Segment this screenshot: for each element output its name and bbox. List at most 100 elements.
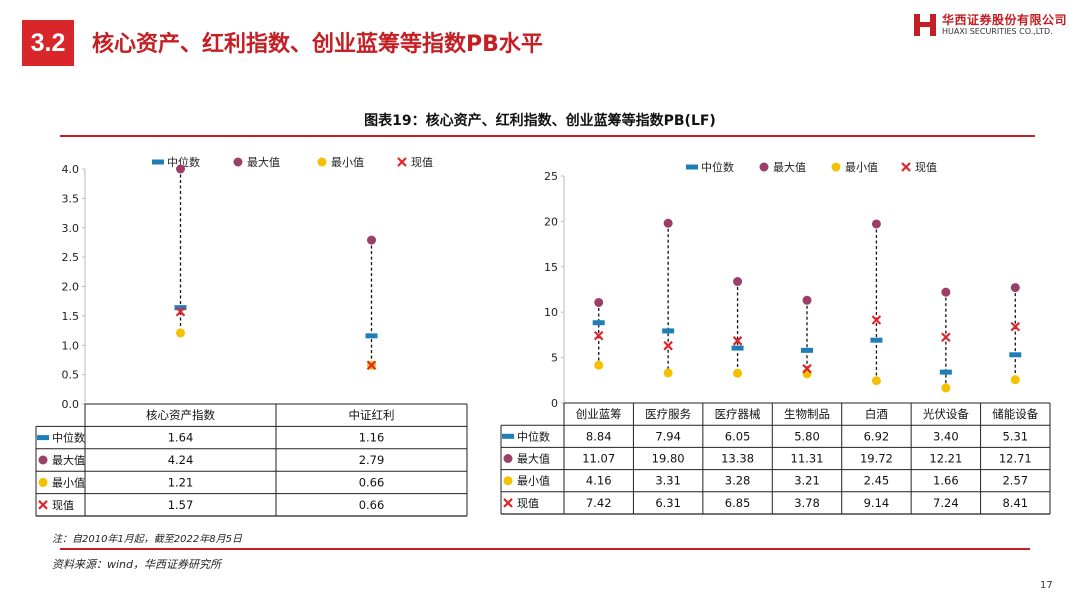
table-value: 3.21 <box>794 474 820 488</box>
y-tick-label: 4.0 <box>62 163 80 176</box>
min-point <box>733 368 743 378</box>
footer-divider <box>60 548 1030 550</box>
table-value: 1.57 <box>168 498 194 512</box>
table-legend-symbol <box>503 498 513 508</box>
x-category-label: 光伏设备 <box>923 407 969 421</box>
table-value: 1.66 <box>933 474 959 488</box>
median-marker <box>939 369 952 375</box>
x-category-label: 白酒 <box>865 407 888 421</box>
legend-symbol <box>686 164 698 170</box>
legend-label: 中位数 <box>701 160 734 174</box>
company-name-en: HUAXI SECURITIES CO.,LTD. <box>942 27 1053 36</box>
title-divider <box>60 135 1035 137</box>
min-point <box>663 368 673 378</box>
table-value: 2.79 <box>359 453 385 467</box>
table-series-label: 现值 <box>517 497 539 510</box>
table-value: 6.92 <box>864 429 890 443</box>
legend-symbol <box>831 162 841 172</box>
x-category-label: 核心资产指数 <box>146 408 215 422</box>
table-series-label: 最小值 <box>52 476 85 489</box>
table-value: 8.41 <box>1002 496 1028 510</box>
max-point <box>176 164 185 174</box>
table-value: 1.16 <box>359 431 385 445</box>
table-value: 7.42 <box>586 496 612 510</box>
x-category-label: 中证红利 <box>349 408 395 422</box>
legend-symbol <box>397 157 407 167</box>
y-tick-label: 0.0 <box>62 398 80 411</box>
table-value: 3.40 <box>933 429 959 443</box>
table-series-label: 中位数 <box>52 431 85 445</box>
min-point <box>176 328 185 338</box>
max-point <box>663 218 673 228</box>
y-tick-label: 25 <box>544 170 558 183</box>
table-value: 19.80 <box>652 452 685 466</box>
table-value: 1.21 <box>168 475 194 489</box>
footnote: 注：自2010年1月起，截至2022年8月5日 <box>52 534 242 545</box>
y-tick-label: 5 <box>551 352 558 365</box>
table-value: 3.28 <box>725 474 751 488</box>
table-series-label: 最大值 <box>52 453 85 467</box>
median-marker <box>1009 352 1022 358</box>
table-value: 12.21 <box>929 452 962 466</box>
median-marker <box>174 305 187 311</box>
page-title: 核心资产、红利指数、创业蓝筹等指数PB水平 <box>92 32 543 57</box>
company-logo: 华西证券股份有限公司 HUAXI SECURITIES CO.,LTD. <box>912 10 1072 40</box>
legend-symbol <box>152 159 164 165</box>
legend-label: 最大值 <box>773 160 806 174</box>
max-point <box>594 297 604 307</box>
y-tick-label: 2.5 <box>62 251 80 264</box>
legend-label: 中位数 <box>167 155 200 169</box>
y-tick-label: 1.5 <box>62 310 80 323</box>
median-marker <box>731 345 744 351</box>
table-value: 13.38 <box>721 452 754 466</box>
current-marker <box>941 332 951 343</box>
table-series-label: 现值 <box>52 499 74 512</box>
table-value: 12.71 <box>999 452 1032 466</box>
legend-symbol <box>233 157 243 167</box>
max-point <box>1010 283 1020 293</box>
table-value: 6.31 <box>655 496 681 510</box>
data-source: 资料来源：wind，华西证券研究所 <box>52 558 222 571</box>
legend-symbol <box>317 157 327 167</box>
min-point <box>871 376 881 386</box>
max-point <box>733 277 743 287</box>
legend-label: 现值 <box>915 161 937 174</box>
table-value: 2.57 <box>1002 474 1028 488</box>
table-value: 5.80 <box>794 429 820 443</box>
legend-symbol <box>759 162 769 172</box>
table-value: 6.05 <box>725 429 751 443</box>
legend-label: 最大值 <box>247 155 280 169</box>
table-value: 7.94 <box>655 429 681 443</box>
max-point <box>367 235 376 245</box>
table-value: 7.24 <box>933 496 959 510</box>
table-value: 4.24 <box>168 453 194 467</box>
min-point <box>802 369 812 379</box>
legend-label: 现值 <box>411 156 433 169</box>
table-value: 19.72 <box>860 452 893 466</box>
x-category-label: 医疗器械 <box>715 407 761 421</box>
current-marker <box>366 360 377 371</box>
table-legend-symbol <box>38 455 48 465</box>
company-name-cn: 华西证券股份有限公司 <box>942 13 1068 27</box>
current-marker <box>175 306 186 317</box>
median-marker <box>801 347 813 353</box>
max-point <box>941 287 951 297</box>
huaxi-logo-icon <box>914 14 936 36</box>
table-series-label: 中位数 <box>517 429 550 443</box>
current-marker <box>732 336 743 346</box>
table-value: 0.66 <box>359 498 385 512</box>
page-number: 17 <box>1040 580 1053 591</box>
current-marker <box>1010 321 1021 332</box>
max-point <box>802 295 812 305</box>
x-category-label: 创业蓝筹 <box>576 407 622 421</box>
table-legend-symbol <box>503 476 513 486</box>
y-tick-label: 15 <box>544 261 558 274</box>
table-series-label: 最小值 <box>517 475 550 488</box>
table-value: 0.66 <box>359 475 385 489</box>
median-marker <box>365 333 378 339</box>
table-value: 6.85 <box>725 496 751 510</box>
section-number: 3.2 <box>22 20 74 66</box>
legend-symbol <box>901 162 911 172</box>
legend-label: 最小值 <box>331 156 364 169</box>
table-legend-symbol <box>38 500 48 510</box>
